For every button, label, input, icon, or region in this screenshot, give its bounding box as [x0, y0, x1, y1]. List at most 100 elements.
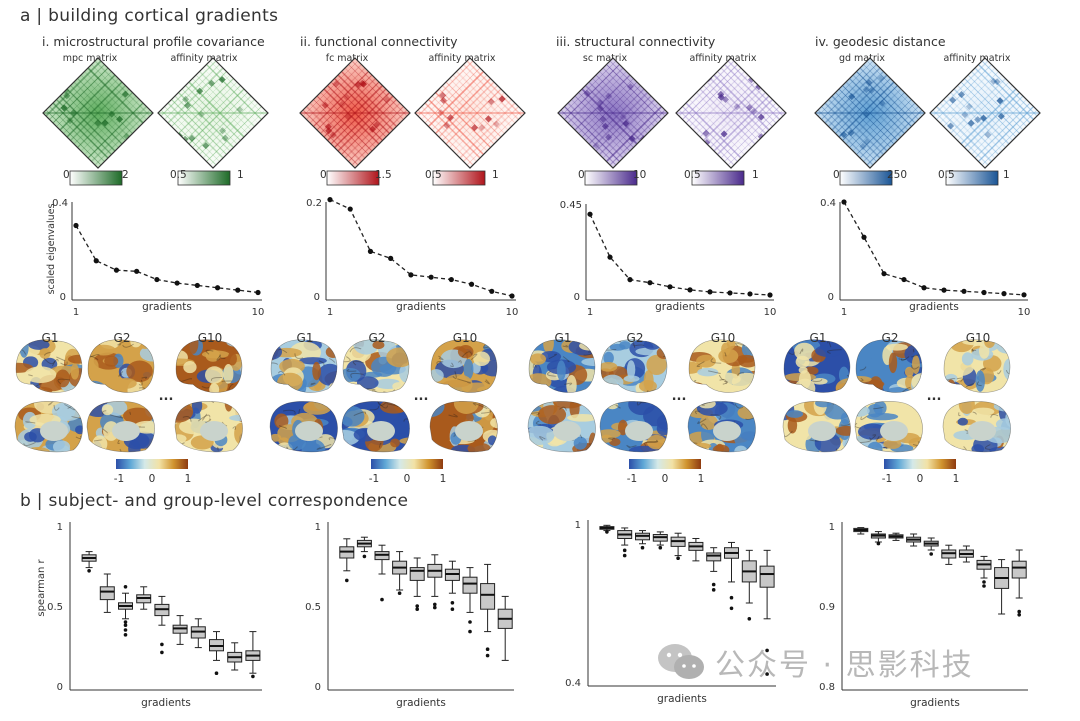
eigen-point-1-0: [327, 197, 333, 203]
box-outlier-1-5-0: [433, 605, 437, 610]
box-3-4: [923, 537, 939, 556]
box-outlier-1-1-0: [362, 554, 367, 559]
box-ylabel-0: spearman r: [36, 558, 47, 616]
box-ytick-2-1: 1: [575, 520, 581, 531]
brain-cb-max-1: 1: [440, 473, 447, 485]
brain-5: [174, 401, 243, 453]
eigen-ytick-min-3: 0: [828, 292, 834, 303]
eigen-point-0-6: [194, 282, 200, 289]
box-outlier-2-1-0: [622, 548, 627, 553]
eigen-point-0-5: [174, 280, 180, 286]
box-outlier-1-8-1: [485, 647, 490, 651]
box-2-4: [670, 532, 686, 561]
matrix-label-3b: affinity matrix: [943, 53, 1011, 64]
colorbar-6: [839, 170, 893, 186]
matrix-label-0a: mpc matrix: [62, 53, 118, 64]
eigen-point-3-7: [981, 289, 987, 296]
eigen-point-2-7: [727, 290, 733, 296]
box-2-2: [635, 530, 650, 550]
colorbar-4: [584, 170, 638, 186]
brain-0: [15, 339, 83, 393]
eigen-ytick-min-0: 0: [60, 292, 66, 303]
box-outlier-0-7-0: [214, 671, 219, 675]
eigen-point-1-7: [468, 281, 475, 287]
brain-cb-min-3: -1: [882, 473, 892, 485]
cb-0a-min: 0: [63, 169, 70, 181]
brain-ellipsis-0: ...: [159, 389, 174, 404]
brain-17: [687, 401, 756, 453]
eigen-point-1-3: [388, 255, 394, 261]
box-outlier-1-2-0: [380, 597, 384, 602]
box-outlier-1-3-0: [397, 591, 402, 595]
eigen-line-0: [75, 225, 259, 294]
box-ytick-2-0: 0.4: [565, 678, 581, 689]
eigen-xtick-last-1: 10: [506, 307, 519, 318]
matrix-label-2a: sc matrix: [582, 53, 628, 64]
brain-label-0-1: G2: [114, 331, 131, 345]
box-outlier-1-5-1: [433, 602, 437, 607]
box-2-5: [688, 537, 704, 562]
box-1-6: [444, 560, 460, 611]
brain-label-3-0: G1: [810, 331, 827, 345]
box-outlier-0-9-0: [251, 674, 255, 679]
colorbar-1: [177, 170, 231, 186]
eigen-point-0-8: [235, 287, 241, 293]
eigen-xlabel-0: gradients: [142, 301, 192, 313]
box-0-1: [99, 573, 115, 613]
box-0-5: [172, 615, 188, 645]
col-title-2: iii. structural connectivity: [556, 34, 716, 49]
eigen-point-0-9: [255, 289, 261, 296]
box-chart-1: 0 0.5 1 gradients: [305, 522, 514, 709]
box-outlier-1-6-0: [450, 607, 455, 611]
brain-ellipsis-3: ...: [927, 389, 942, 404]
box-outlier-1-4-0: [415, 607, 420, 611]
box-2-9: [759, 549, 775, 676]
eigen-xlabel-3: gradients: [909, 301, 959, 313]
box-1-1: [356, 536, 372, 559]
box-0-7: [209, 631, 224, 675]
box-outlier-1-0-0: [345, 578, 349, 583]
eigen-point-3-9: [1021, 292, 1027, 298]
box-0-2: [118, 585, 133, 637]
box-1-8: [480, 563, 496, 658]
eigen-xtick-last-0: 10: [252, 307, 265, 318]
cb-3b-min: 0.5: [938, 169, 955, 181]
box-outlier-0-2-1: [123, 628, 128, 632]
brain-cb-max-3: 1: [953, 473, 960, 485]
box-outlier-2-0-0: [605, 530, 609, 534]
box-1-2: [374, 544, 390, 602]
eigen-point-1-4: [408, 272, 414, 278]
box-ytick-3-0: 0.8: [819, 682, 835, 693]
eigen-chart-1: 0 0.2 1 10 gradients: [306, 197, 518, 318]
cb-2b-min: 0.5: [684, 169, 701, 181]
box-outlier-2-3-0: [658, 545, 663, 550]
brain-colorbar-1: [371, 459, 443, 469]
box-outlier-2-1-1: [622, 553, 627, 558]
box-ytick-1-0: 0: [315, 682, 321, 693]
brain-label-3-2: G10: [966, 331, 991, 345]
eigen-point-1-1: [347, 206, 353, 212]
brain-cb-mid-2: 0: [662, 473, 669, 485]
eigen-point-0-3: [134, 268, 140, 274]
brain-label-1-1: G2: [369, 331, 386, 345]
eigen-point-1-6: [448, 276, 454, 283]
box-outlier-1-6-1: [450, 601, 455, 605]
box-chart-0: 0 0.5 1 gradients spearman r: [36, 522, 262, 709]
box-1-0: [339, 538, 355, 583]
eigen-chart-0: 0 0.4 1 10 gradients scaled eigenvalues: [46, 198, 264, 318]
box-outlier-2-6-1: [711, 588, 716, 592]
brain-cb-mid-1: 0: [404, 473, 411, 485]
eigen-ytick-max-1: 0.2: [306, 198, 322, 209]
box-outlier-2-7-1: [729, 606, 734, 611]
eigen-chart-2: 0 0.45 1 10 gradients: [560, 200, 777, 318]
box-ytick-0-0: 0: [57, 682, 63, 693]
col-title-3: iv. geodesic distance: [815, 34, 946, 49]
eigen-point-1-2: [367, 248, 374, 254]
box-2-0: [599, 524, 615, 534]
brain-cb-max-2: 1: [698, 473, 705, 485]
box-1-3: [392, 551, 408, 595]
brain-1: [14, 401, 83, 453]
cb-1b-min: 0.5: [425, 169, 442, 181]
eigen-point-2-8: [747, 291, 753, 297]
